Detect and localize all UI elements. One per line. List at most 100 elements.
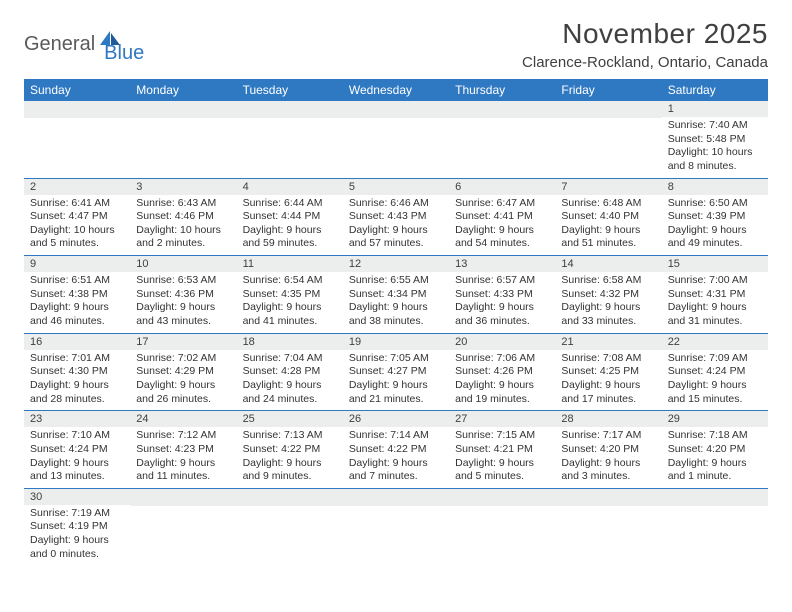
day-detail-line: Sunset: 4:47 PM bbox=[30, 210, 124, 224]
day-number: 1 bbox=[662, 101, 768, 117]
day-details: Sunrise: 7:09 AMSunset: 4:24 PMDaylight:… bbox=[662, 350, 768, 411]
day-detail-line: and 7 minutes. bbox=[349, 470, 443, 484]
day-detail-line: Daylight: 9 hours bbox=[30, 301, 124, 315]
day-detail-line: and 51 minutes. bbox=[561, 237, 655, 251]
calendar-week-row: 9Sunrise: 6:51 AMSunset: 4:38 PMDaylight… bbox=[24, 256, 768, 334]
day-details: Sunrise: 7:19 AMSunset: 4:19 PMDaylight:… bbox=[24, 505, 130, 566]
calendar-day-cell: 3Sunrise: 6:43 AMSunset: 4:46 PMDaylight… bbox=[130, 178, 236, 256]
day-details: Sunrise: 7:14 AMSunset: 4:22 PMDaylight:… bbox=[343, 427, 449, 488]
day-number: 13 bbox=[449, 256, 555, 272]
calendar-day-cell: 5Sunrise: 6:46 AMSunset: 4:43 PMDaylight… bbox=[343, 178, 449, 256]
calendar-day-cell: 7Sunrise: 6:48 AMSunset: 4:40 PMDaylight… bbox=[555, 178, 661, 256]
calendar-day-cell bbox=[343, 488, 449, 565]
day-detail-line: and 41 minutes. bbox=[243, 315, 337, 329]
day-detail-line: Sunset: 4:31 PM bbox=[668, 288, 762, 302]
day-detail-line: Sunset: 4:35 PM bbox=[243, 288, 337, 302]
calendar-day-cell: 10Sunrise: 6:53 AMSunset: 4:36 PMDayligh… bbox=[130, 256, 236, 334]
day-detail-line: Sunset: 4:21 PM bbox=[455, 443, 549, 457]
calendar-day-cell bbox=[343, 101, 449, 178]
calendar-day-cell: 29Sunrise: 7:18 AMSunset: 4:20 PMDayligh… bbox=[662, 411, 768, 489]
calendar-day-cell: 19Sunrise: 7:05 AMSunset: 4:27 PMDayligh… bbox=[343, 333, 449, 411]
day-detail-line: Daylight: 9 hours bbox=[668, 224, 762, 238]
day-details: Sunrise: 7:02 AMSunset: 4:29 PMDaylight:… bbox=[130, 350, 236, 411]
day-number: 7 bbox=[555, 179, 661, 195]
day-number: 18 bbox=[237, 334, 343, 350]
day-detail-line: Sunset: 4:29 PM bbox=[136, 365, 230, 379]
day-detail-line: Daylight: 9 hours bbox=[455, 379, 549, 393]
day-number: 4 bbox=[237, 179, 343, 195]
day-number: 2 bbox=[24, 179, 130, 195]
day-detail-line: Daylight: 9 hours bbox=[30, 534, 124, 548]
calendar-day-cell: 8Sunrise: 6:50 AMSunset: 4:39 PMDaylight… bbox=[662, 178, 768, 256]
day-detail-line: Sunset: 4:22 PM bbox=[349, 443, 443, 457]
day-detail-line: Daylight: 9 hours bbox=[136, 379, 230, 393]
day-number: 23 bbox=[24, 411, 130, 427]
title-block: November 2025 Clarence-Rockland, Ontario… bbox=[522, 18, 768, 71]
day-detail-line: and 21 minutes. bbox=[349, 393, 443, 407]
day-number-empty bbox=[130, 101, 236, 118]
day-details: Sunrise: 7:00 AMSunset: 4:31 PMDaylight:… bbox=[662, 272, 768, 333]
day-detail-line: Sunrise: 7:18 AM bbox=[668, 429, 762, 443]
day-number-empty bbox=[343, 101, 449, 118]
day-detail-line: Daylight: 9 hours bbox=[30, 457, 124, 471]
day-detail-line: Daylight: 9 hours bbox=[455, 224, 549, 238]
day-detail-line: Sunset: 4:43 PM bbox=[349, 210, 443, 224]
day-detail-line: Daylight: 9 hours bbox=[349, 224, 443, 238]
day-number: 5 bbox=[343, 179, 449, 195]
day-detail-line: Sunrise: 6:55 AM bbox=[349, 274, 443, 288]
day-detail-line: and 19 minutes. bbox=[455, 393, 549, 407]
day-number: 29 bbox=[662, 411, 768, 427]
day-detail-line: Sunrise: 6:44 AM bbox=[243, 197, 337, 211]
day-detail-line: and 17 minutes. bbox=[561, 393, 655, 407]
day-number-empty bbox=[237, 489, 343, 506]
day-detail-line: Sunset: 4:38 PM bbox=[30, 288, 124, 302]
day-detail-line: Sunrise: 6:58 AM bbox=[561, 274, 655, 288]
calendar-day-cell: 25Sunrise: 7:13 AMSunset: 4:22 PMDayligh… bbox=[237, 411, 343, 489]
header: General Blue November 2025 Clarence-Rock… bbox=[24, 18, 768, 71]
day-details: Sunrise: 6:44 AMSunset: 4:44 PMDaylight:… bbox=[237, 195, 343, 256]
day-detail-line: Daylight: 9 hours bbox=[561, 379, 655, 393]
day-detail-line: and 1 minute. bbox=[668, 470, 762, 484]
day-detail-line: and 28 minutes. bbox=[30, 393, 124, 407]
day-details: Sunrise: 7:18 AMSunset: 4:20 PMDaylight:… bbox=[662, 427, 768, 488]
day-detail-line: Sunset: 4:33 PM bbox=[455, 288, 549, 302]
logo-text-blue: Blue bbox=[104, 42, 144, 65]
day-detail-line: Daylight: 9 hours bbox=[455, 301, 549, 315]
day-details: Sunrise: 7:08 AMSunset: 4:25 PMDaylight:… bbox=[555, 350, 661, 411]
calendar-day-cell: 24Sunrise: 7:12 AMSunset: 4:23 PMDayligh… bbox=[130, 411, 236, 489]
day-detail-line: and 33 minutes. bbox=[561, 315, 655, 329]
calendar-day-cell: 9Sunrise: 6:51 AMSunset: 4:38 PMDaylight… bbox=[24, 256, 130, 334]
day-number-empty bbox=[343, 489, 449, 506]
day-detail-line: and 8 minutes. bbox=[668, 160, 762, 174]
calendar-day-cell bbox=[449, 101, 555, 178]
day-detail-line: Daylight: 9 hours bbox=[668, 457, 762, 471]
weekday-header: Tuesday bbox=[237, 79, 343, 101]
calendar-day-cell bbox=[130, 488, 236, 565]
calendar-week-row: 2Sunrise: 6:41 AMSunset: 4:47 PMDaylight… bbox=[24, 178, 768, 256]
day-details: Sunrise: 7:13 AMSunset: 4:22 PMDaylight:… bbox=[237, 427, 343, 488]
day-detail-line: Sunset: 4:30 PM bbox=[30, 365, 124, 379]
day-detail-line: Sunrise: 6:43 AM bbox=[136, 197, 230, 211]
day-details: Sunrise: 6:53 AMSunset: 4:36 PMDaylight:… bbox=[130, 272, 236, 333]
day-detail-line: Sunset: 4:34 PM bbox=[349, 288, 443, 302]
day-number: 24 bbox=[130, 411, 236, 427]
day-detail-line: and 9 minutes. bbox=[243, 470, 337, 484]
calendar-day-cell: 16Sunrise: 7:01 AMSunset: 4:30 PMDayligh… bbox=[24, 333, 130, 411]
day-number: 8 bbox=[662, 179, 768, 195]
day-number: 27 bbox=[449, 411, 555, 427]
day-details: Sunrise: 6:46 AMSunset: 4:43 PMDaylight:… bbox=[343, 195, 449, 256]
day-detail-line: Sunrise: 7:17 AM bbox=[561, 429, 655, 443]
day-details: Sunrise: 6:50 AMSunset: 4:39 PMDaylight:… bbox=[662, 195, 768, 256]
calendar-day-cell bbox=[662, 488, 768, 565]
day-detail-line: Sunset: 4:20 PM bbox=[668, 443, 762, 457]
day-number: 21 bbox=[555, 334, 661, 350]
weekday-header: Monday bbox=[130, 79, 236, 101]
day-detail-line: Sunrise: 6:51 AM bbox=[30, 274, 124, 288]
day-details: Sunrise: 6:58 AMSunset: 4:32 PMDaylight:… bbox=[555, 272, 661, 333]
day-detail-line: and 0 minutes. bbox=[30, 548, 124, 562]
day-detail-line: and 3 minutes. bbox=[561, 470, 655, 484]
day-detail-line: Sunrise: 6:50 AM bbox=[668, 197, 762, 211]
day-number-empty bbox=[24, 101, 130, 118]
day-detail-line: Sunset: 4:41 PM bbox=[455, 210, 549, 224]
day-number: 17 bbox=[130, 334, 236, 350]
